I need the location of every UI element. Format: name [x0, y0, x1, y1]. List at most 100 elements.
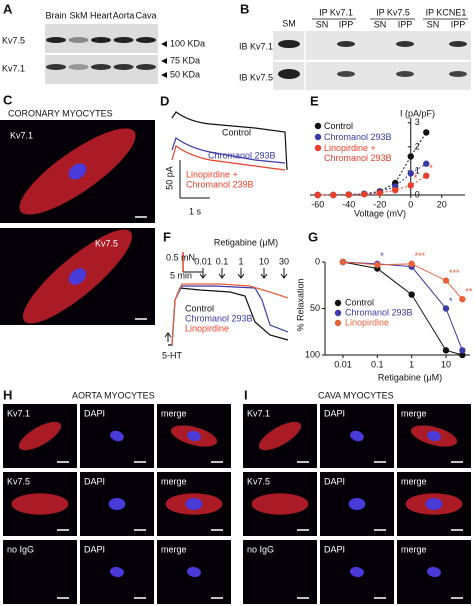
legend-marker	[334, 299, 342, 307]
y-tick-label: 0	[315, 256, 320, 266]
band	[278, 69, 300, 79]
significance: *	[414, 173, 418, 183]
image-label: Kv7.5	[95, 238, 118, 248]
image-label: DAPI	[324, 408, 345, 418]
panel-label: G	[308, 229, 318, 244]
legend-marker	[334, 319, 342, 327]
x-tick-label: -20	[373, 199, 386, 209]
band	[113, 64, 134, 70]
row-label: IB Kv7.5	[239, 72, 273, 82]
dose-label: 1	[238, 256, 243, 266]
data-point	[442, 277, 450, 284]
band	[91, 64, 111, 70]
image-label: Kv7.1	[10, 130, 33, 140]
band	[136, 64, 156, 70]
significance: *	[449, 296, 453, 306]
lane-label: IPP	[339, 19, 354, 29]
scale-label: 5 min	[170, 270, 192, 280]
panel-label: E	[310, 93, 319, 108]
band	[113, 37, 134, 43]
lane-label: SM	[282, 18, 296, 28]
band	[396, 41, 414, 47]
data-point	[442, 305, 450, 312]
image-label: DAPI	[84, 544, 105, 554]
dose-arrow	[199, 268, 207, 279]
legend-entry: Chromanol 293B	[324, 132, 392, 142]
x-tick-label: 0	[408, 199, 413, 209]
y-tick-label: 3	[415, 117, 420, 127]
trace-label: Chromanol 293B	[208, 150, 276, 160]
legend-marker	[314, 133, 322, 141]
legend-entry: Linopirdine + Chromanol 293B	[324, 143, 392, 163]
legend-marker	[334, 309, 342, 317]
marker-label: 100 KDa	[170, 38, 205, 48]
nucleus	[427, 566, 441, 578]
band	[396, 71, 414, 77]
lane-label: SN	[427, 19, 440, 29]
data-point	[459, 347, 466, 354]
dose-label: 30	[279, 256, 289, 266]
data-point	[374, 261, 381, 268]
series-line	[317, 163, 427, 196]
panel-title: CAVA MYOCYTES	[318, 390, 394, 400]
band	[449, 41, 467, 47]
nucleus	[350, 566, 364, 578]
band	[68, 37, 89, 43]
data-point	[423, 160, 430, 167]
significance: ***	[415, 251, 426, 261]
series-line	[317, 132, 427, 196]
x-tick-label: 1	[409, 359, 414, 369]
marker-arrow	[161, 72, 167, 78]
band	[46, 37, 66, 43]
band	[337, 71, 355, 77]
lane-label: Brain	[45, 10, 66, 20]
data-point	[339, 258, 347, 266]
panel-label: B	[240, 1, 249, 16]
image-label: DAPI	[84, 408, 105, 418]
nucleus	[348, 498, 366, 510]
significance: ***	[449, 268, 460, 278]
dose-arrow	[218, 268, 226, 279]
band	[337, 41, 355, 47]
nucleus	[187, 566, 201, 578]
nucleus	[425, 498, 443, 510]
panel-label: I	[244, 387, 248, 402]
nucleus	[68, 163, 87, 180]
dose-arrow	[260, 268, 268, 279]
significance: *	[429, 163, 433, 173]
y-tick-label: 100	[305, 349, 320, 359]
cell-stain	[11, 493, 69, 515]
nucleus	[187, 430, 201, 442]
image-label: DAPI	[324, 544, 345, 554]
micrograph	[3, 540, 77, 604]
data-point	[459, 351, 466, 359]
image-label: DAPI	[84, 476, 105, 486]
marker-arrow	[161, 58, 167, 64]
data-point	[408, 291, 415, 298]
panel-title: CORONARY MYOCYTES	[8, 108, 113, 118]
trace-label: Linopirdine +	[186, 169, 238, 179]
dose-label: 0.1	[216, 256, 229, 266]
lane-label: Aorta	[113, 10, 135, 20]
image-label: Kv7.1	[7, 408, 30, 418]
scale-label: 50 pA	[164, 166, 174, 190]
image-label: merge	[161, 408, 187, 418]
marker-label: 50 KDa	[170, 69, 200, 79]
trace-control	[171, 111, 288, 171]
nucleus	[427, 430, 441, 442]
image-label: merge	[401, 544, 427, 554]
row-label: Kv7.1	[2, 63, 25, 73]
legend-entry: Linopirdine	[185, 323, 229, 333]
image-label: merge	[401, 476, 427, 486]
panel-label: H	[3, 387, 12, 402]
lane-label: SkM	[70, 10, 88, 20]
y-tick-label: 50	[310, 303, 320, 313]
image-label: no IgG	[7, 544, 34, 554]
trace-label: Control	[222, 127, 251, 137]
data-point	[407, 153, 414, 160]
x-tick-label: 10	[441, 359, 451, 369]
lane-label: SN	[316, 19, 329, 29]
nucleus	[350, 430, 364, 442]
cell-stain	[251, 493, 309, 515]
band	[68, 64, 89, 70]
